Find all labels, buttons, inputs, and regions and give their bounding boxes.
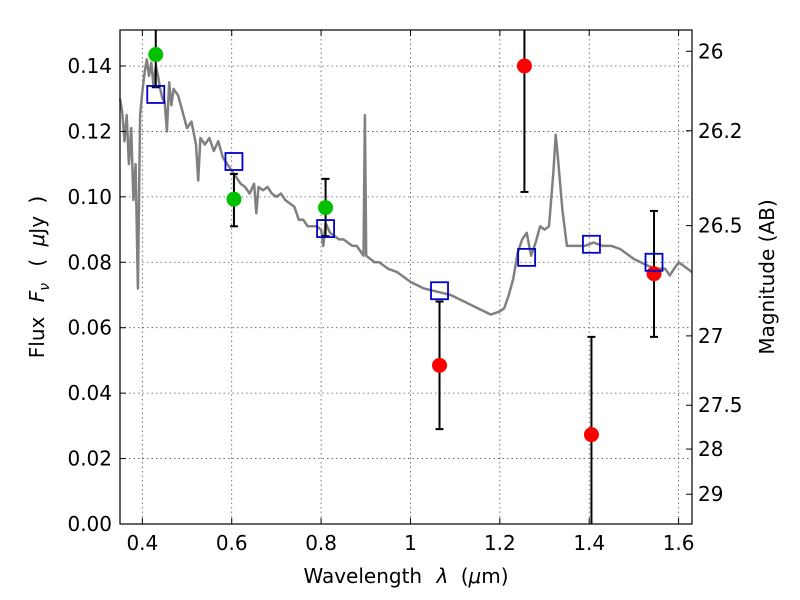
mag-tick-label: 27.5: [698, 393, 743, 417]
plot-frame: [119, 29, 693, 525]
grid-lines: [120, 30, 692, 524]
magnitude-ticks: 26 26.2 26.5 27 27.5 28 29: [686, 39, 743, 506]
observed-flux-point: [516, 58, 532, 74]
model-photometry-square: [517, 247, 537, 267]
observed-flux-point: [432, 357, 448, 373]
model-photometry-square: [224, 152, 244, 171]
y-axis-label-unit: Jy: [25, 216, 49, 236]
y-tick-label: 0.04: [67, 381, 112, 405]
y-tick-label: 0.10: [67, 185, 112, 209]
y-tick-label: 0.06: [67, 316, 112, 340]
x-axis-label: Wavelength λ (μm): [303, 564, 508, 588]
y-tick-label: 0.02: [67, 447, 112, 471]
observed-flux-point: [318, 200, 334, 216]
y-axis-label-paren-close: ): [25, 196, 49, 204]
x-tick-label: 0.6: [216, 531, 248, 555]
mag-tick-label: 29: [698, 482, 723, 506]
model-photometry-square: [430, 281, 449, 301]
y-axis-label-F: F: [25, 290, 49, 302]
mag-tick-label: 26.5: [698, 214, 743, 238]
y-axis-label-mu: μ: [25, 234, 49, 248]
model-sed-line: [118, 58, 693, 316]
model-photometry-layer: [146, 85, 664, 301]
observed-flux-point: [583, 427, 599, 443]
mag-tick-label: 26: [698, 39, 723, 63]
mag-tick-label: 27: [698, 324, 723, 348]
x-tick-label: 0.8: [305, 531, 337, 555]
model-photometry-square: [644, 252, 664, 272]
x-tick-label: 1.6: [663, 531, 695, 555]
x-tick-label: 1.4: [573, 531, 605, 555]
x-axis-label-mu: μ: [468, 564, 482, 588]
observed-flux-point: [226, 191, 242, 207]
mag-tick-label: 28: [698, 437, 723, 461]
y-tick-label: 0.12: [67, 119, 112, 143]
y-axis-label-text: Flux: [25, 316, 49, 358]
y-axis-label-nu: ν: [37, 283, 53, 291]
x-axis-label-lambda: λ: [435, 564, 448, 588]
x-axis-label-paren: (: [461, 564, 469, 588]
x-tick-label: 1: [404, 531, 417, 555]
x-ticks: 0.4 0.6 0.8 1 1.2 1.4 1.6: [126, 30, 695, 555]
mag-tick-label: 26.2: [698, 119, 743, 143]
x-axis-label-text: Wavelength: [303, 564, 422, 588]
model-photometry-square: [582, 234, 601, 254]
y-tick-label: 0.00: [67, 512, 112, 536]
model-photometry-square: [316, 219, 335, 238]
x-axis-label-unit: m): [481, 564, 508, 588]
model-sed-layer: [118, 58, 693, 316]
observed-points-layer: [148, 47, 662, 443]
y2-axis-label: Magnitude (AB): [755, 199, 779, 354]
y-axis-label-paren-open: (: [25, 259, 49, 267]
y-tick-label: 0.08: [67, 250, 112, 274]
observed-flux-point: [148, 47, 164, 63]
y-tick-label: 0.14: [67, 54, 112, 78]
x-tick-label: 0.4: [126, 531, 158, 555]
model-photometry-square: [146, 85, 166, 104]
observed-flux-point: [646, 266, 662, 282]
y-ticks: 0.00 0.02 0.04 0.06 0.08 0.10 0.12 0.14: [67, 54, 126, 536]
y-axis-label: Flux Fν ( μJy ): [25, 196, 54, 358]
x-tick-label: 1.2: [484, 531, 516, 555]
